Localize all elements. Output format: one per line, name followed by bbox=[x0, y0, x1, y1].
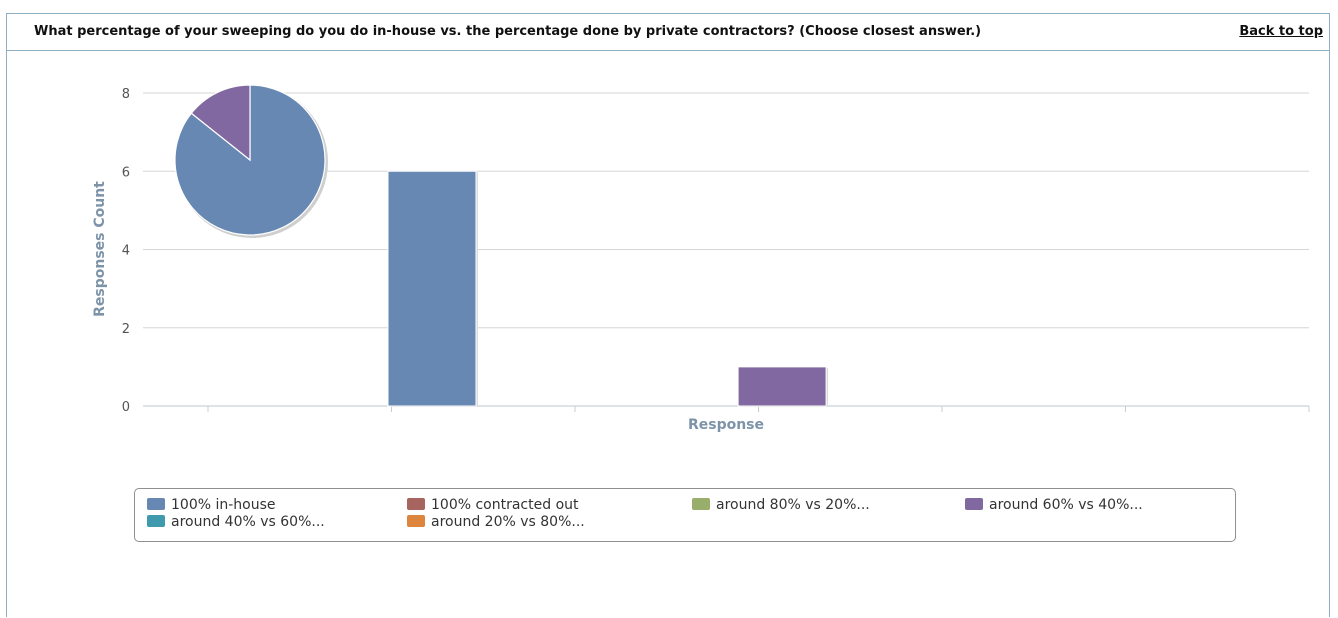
pie-slice[interactable] bbox=[174, 84, 326, 236]
legend-swatch bbox=[147, 498, 165, 510]
legend-item[interactable]: around 20% vs 80%... bbox=[407, 514, 585, 530]
y-tick-label: 2 bbox=[122, 322, 130, 337]
legend-item[interactable]: around 80% vs 20%... bbox=[692, 497, 870, 513]
legend-swatch bbox=[407, 498, 425, 510]
y-tick-label: 0 bbox=[122, 400, 130, 415]
legend-label: around 80% vs 20%... bbox=[716, 497, 870, 513]
pie-slice[interactable] bbox=[190, 84, 251, 162]
y-axis-labels: 0 2 4 6 8 bbox=[122, 87, 130, 415]
legend-swatch bbox=[965, 498, 983, 510]
legend-label: 100% contracted out bbox=[431, 497, 579, 513]
inset-pie-chart bbox=[174, 84, 328, 238]
legend-item[interactable]: 100% in-house bbox=[147, 497, 276, 513]
bar-series bbox=[387, 170, 829, 407]
y-axis-title: Responses Count bbox=[92, 181, 108, 317]
x-axis-title: Response bbox=[688, 417, 764, 433]
y-tick-label: 8 bbox=[122, 87, 130, 102]
chart-legend: 100% in-house 100% contracted out around 8… bbox=[134, 488, 1236, 542]
chart-grid bbox=[143, 92, 1309, 407]
y-tick-label: 6 bbox=[122, 165, 130, 180]
legend-swatch bbox=[147, 515, 165, 527]
bar[interactable] bbox=[737, 366, 827, 407]
back-to-top-link[interactable]: Back to top bbox=[1239, 24, 1323, 39]
legend-item[interactable]: around 60% vs 40%... bbox=[965, 497, 1143, 513]
legend-item[interactable]: 100% contracted out bbox=[407, 497, 579, 513]
panel-header: What percentage of your sweeping do you … bbox=[7, 14, 1329, 51]
legend-item[interactable]: around 40% vs 60%... bbox=[147, 514, 325, 530]
legend-label: around 60% vs 40%... bbox=[989, 497, 1143, 513]
question-title: What percentage of your sweeping do you … bbox=[34, 24, 982, 39]
legend-swatch bbox=[407, 515, 425, 527]
legend-label: around 20% vs 80%... bbox=[431, 514, 585, 530]
legend-label: around 40% vs 60%... bbox=[171, 514, 325, 530]
bar[interactable] bbox=[387, 170, 477, 407]
legend-swatch bbox=[692, 498, 710, 510]
y-tick-label: 4 bbox=[122, 244, 130, 259]
legend-label: 100% in-house bbox=[171, 497, 276, 513]
